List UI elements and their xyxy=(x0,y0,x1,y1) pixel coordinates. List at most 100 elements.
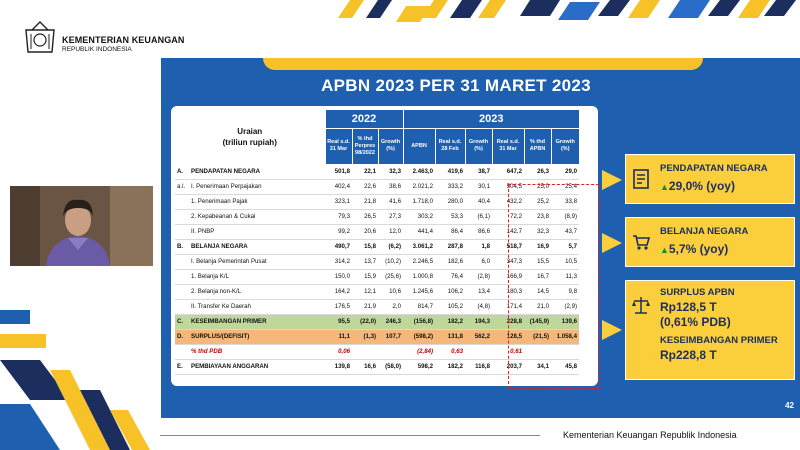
col-header: Growth (%) xyxy=(550,127,579,164)
slide-title: APBN 2023 PER 31 MARET 2023 xyxy=(321,76,591,95)
cell-value: 95,5 xyxy=(325,314,352,330)
cell-value: 490,7 xyxy=(325,239,352,255)
cell-value: 34,1 xyxy=(524,359,551,375)
up-arrow-icon: ▲ xyxy=(660,182,669,192)
cell-value: 32,3 xyxy=(378,164,403,180)
org-sub: REPUBLIK INDONESIA xyxy=(62,46,132,53)
cell-value: 29,0 xyxy=(551,164,579,180)
cell-value: 228,8 xyxy=(492,314,524,330)
arrow-surplus-icon xyxy=(602,320,622,340)
cell-value: (10,2) xyxy=(378,254,403,270)
uraian-line1: Uraian xyxy=(237,127,263,136)
slide-page-number: 42 xyxy=(785,401,794,410)
cell-value: 38,7 xyxy=(465,164,492,180)
cell-value: 11,3 xyxy=(551,269,579,285)
cell-value: 20,6 xyxy=(352,224,378,240)
table-row: 1. Belanja K/L 150,0 15,9 (25,6) 1.000,8 76,4… xyxy=(175,269,579,285)
table-row: D. SURPLUS/(DEFISIT) 11,1 (1,3) 107,7 (598,2)… xyxy=(175,329,579,345)
document-icon xyxy=(633,169,649,189)
cell-value: 0,61 xyxy=(492,344,524,360)
cell-value: (2,8) xyxy=(465,269,492,285)
cell-value: 53,3 xyxy=(435,209,465,225)
cell-value: 72,2 xyxy=(492,209,524,225)
cell-value: 23,8 xyxy=(524,209,551,225)
cell-value xyxy=(465,344,492,360)
cell-value: 131,8 xyxy=(435,329,465,345)
speaker-video-thumbnail xyxy=(10,186,153,266)
cell-value: 1,8 xyxy=(465,239,492,255)
cell-value: (25,6) xyxy=(378,269,403,285)
shopping-cart-icon xyxy=(633,235,650,250)
cell-value: 38,6 xyxy=(378,179,403,195)
cell-value: 21,9 xyxy=(352,299,378,315)
cell-value: 5,7 xyxy=(551,239,579,255)
cell-value: 647,2 xyxy=(492,164,524,180)
cell-value: 504,5 xyxy=(492,179,524,195)
cell-value: 139,8 xyxy=(325,359,352,375)
cell-value: 15,5 xyxy=(524,254,551,270)
slide-top-band xyxy=(263,58,703,70)
cell-value: 333,2 xyxy=(435,179,465,195)
table-row: 2. Belanja non-K/L 164,2 12,1 10,6 1.245,6 10… xyxy=(175,284,579,300)
cell-value: 2.463,0 xyxy=(403,164,435,180)
cell-value: (156,8) xyxy=(403,314,435,330)
row-code xyxy=(175,254,189,270)
cell-value: (4,8) xyxy=(465,299,492,315)
balance-scale-icon xyxy=(632,297,650,314)
cell-value: 32,3 xyxy=(524,224,551,240)
cell-value: 402,4 xyxy=(325,179,352,195)
year-2022-header: 2022 xyxy=(324,110,403,128)
cell-value: 139,6 xyxy=(551,314,579,330)
cell-value: 171,4 xyxy=(492,299,524,315)
apbn-table-panel: Uraian (triliun rupiah) 2022 2023 Real s… xyxy=(171,106,599,389)
org-name: KEMENTERIAN KEUANGAN xyxy=(62,35,185,45)
cell-value: 182,2 xyxy=(435,359,465,375)
cell-value: 246,3 xyxy=(378,314,403,330)
col-header: Real s.d. 28 Feb xyxy=(434,127,465,164)
cell-value xyxy=(524,344,551,360)
cell-value: 76,4 xyxy=(435,269,465,285)
cell-value: 1.000,8 xyxy=(403,269,435,285)
row-code xyxy=(175,209,189,225)
card-belanja-value: 5,7% (yoy) xyxy=(668,242,729,256)
table-body: A. PENDAPATAN NEGARA 501,8 22,1 32,3 2.463,0 4… xyxy=(175,164,579,375)
cell-value: 518,7 xyxy=(492,239,524,255)
cell-value: 9,8 xyxy=(551,284,579,300)
cell-value: 814,7 xyxy=(403,299,435,315)
row-label: I. Belanja Pemerintah Pusat xyxy=(189,254,325,270)
table-row: 1. Penerimaan Pajak 323,1 21,8 41,6 1.718,0 2… xyxy=(175,194,579,210)
col-header: % thd Perpres 98/2022 xyxy=(351,127,378,164)
row-code xyxy=(175,224,189,240)
cell-value: 598,2 xyxy=(403,359,435,375)
cell-value: 33,8 xyxy=(551,194,579,210)
cell-value: 25,0 xyxy=(524,179,551,195)
cell-value: 10,5 xyxy=(551,254,579,270)
cell-value: 419,6 xyxy=(435,164,465,180)
arrow-belanja-icon xyxy=(602,233,622,253)
decorative-pattern-top xyxy=(338,0,796,22)
row-code: a.l. xyxy=(175,179,189,195)
cell-value: 79,3 xyxy=(325,209,352,225)
cell-value: 1.058,4 xyxy=(551,329,579,345)
cell-value: 203,7 xyxy=(492,359,524,375)
cell-value: 10,6 xyxy=(378,284,403,300)
cell-value: 13,7 xyxy=(352,254,378,270)
cell-value: 15,8 xyxy=(352,239,378,255)
cell-value: 0,63 xyxy=(435,344,465,360)
arrow-pendapatan-icon xyxy=(602,170,622,190)
cell-value: 43,7 xyxy=(551,224,579,240)
card-surplus-pdb: (0,61% PDB) xyxy=(660,315,731,329)
presentation-slide: APBN 2023 PER 31 MARET 2023 Uraian (tril… xyxy=(161,58,800,418)
cell-value: 25,4 xyxy=(551,179,579,195)
row-code xyxy=(175,344,189,360)
row-code: C. xyxy=(175,314,189,330)
card-keseimbangan-title: KESEIMBANGAN PRIMER xyxy=(660,335,778,346)
cell-value: 27,3 xyxy=(378,209,403,225)
table-row: C. KESEIMBANGAN PRIMER 95,5 (22,0) 246,3 (156… xyxy=(175,314,579,330)
cell-value: 86,6 xyxy=(465,224,492,240)
table-row: 2. Kepabeanan & Cukai 79,3 26,5 27,3 303,2 53… xyxy=(175,209,579,225)
col-header: Real s.d. 31 Mar xyxy=(491,127,524,164)
cell-value: 314,2 xyxy=(325,254,352,270)
cell-value: 15,9 xyxy=(352,269,378,285)
cell-value: 16,9 xyxy=(524,239,551,255)
